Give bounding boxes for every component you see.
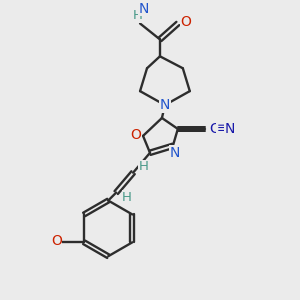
Text: H: H bbox=[139, 160, 149, 173]
Text: N: N bbox=[160, 98, 170, 112]
Text: N: N bbox=[170, 146, 180, 160]
Text: O: O bbox=[130, 128, 142, 142]
Text: H: H bbox=[122, 191, 132, 204]
Text: H: H bbox=[133, 9, 143, 22]
Text: C: C bbox=[210, 122, 219, 136]
Text: ≡: ≡ bbox=[217, 122, 227, 135]
Text: N: N bbox=[225, 122, 235, 136]
Text: O: O bbox=[180, 14, 191, 28]
Text: N: N bbox=[139, 2, 149, 16]
Text: O: O bbox=[51, 234, 62, 248]
